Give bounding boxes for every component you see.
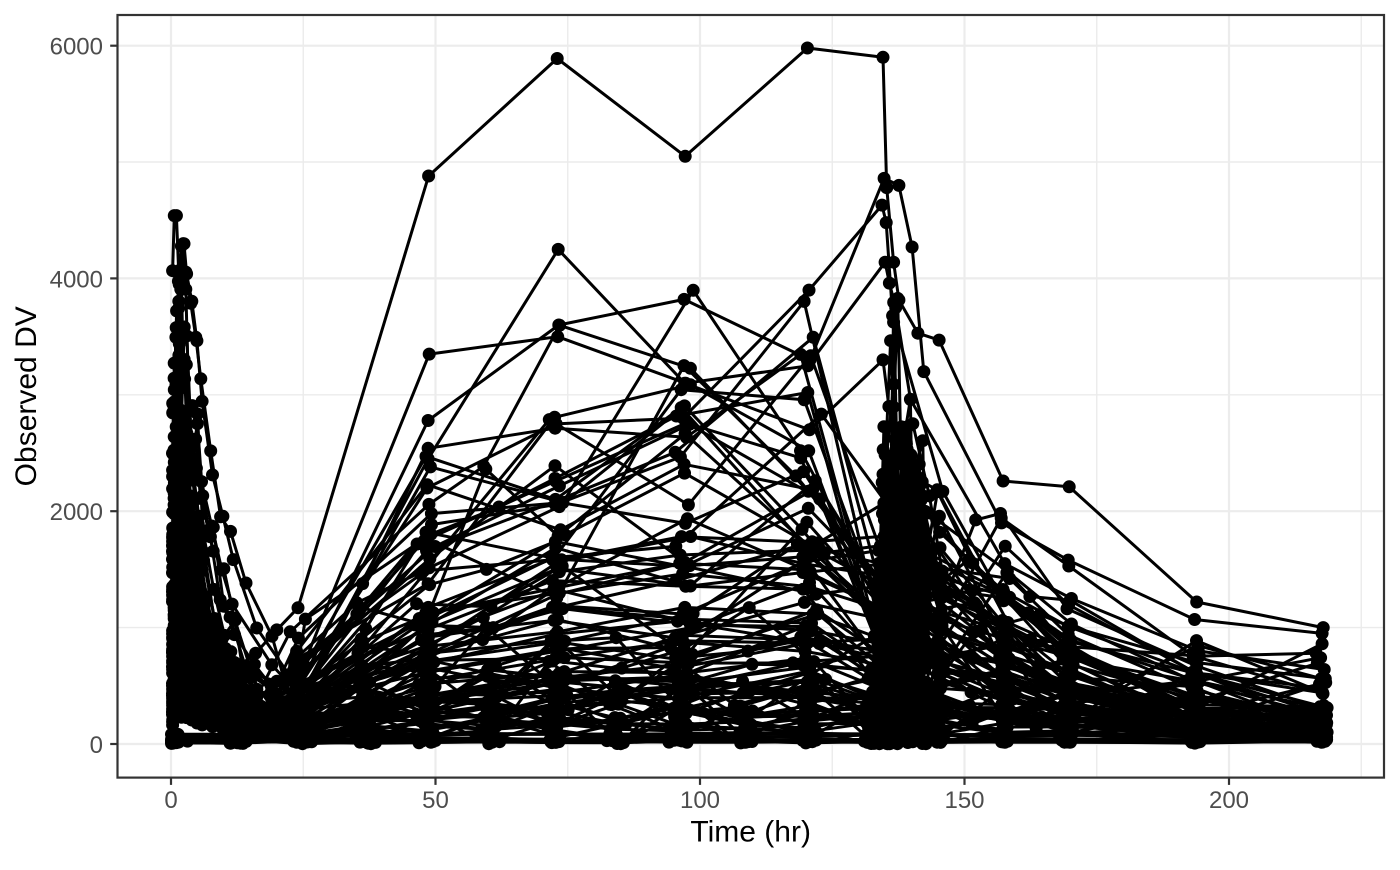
svg-text:4000: 4000 (50, 266, 103, 293)
svg-text:2000: 2000 (50, 499, 103, 526)
svg-text:150: 150 (944, 787, 984, 814)
svg-text:Observed DV: Observed DV (10, 306, 43, 486)
svg-text:0: 0 (90, 732, 103, 759)
svg-text:0: 0 (164, 787, 177, 814)
svg-text:100: 100 (680, 787, 720, 814)
svg-text:200: 200 (1209, 787, 1249, 814)
svg-text:Time (hr): Time (hr) (690, 815, 811, 848)
svg-text:50: 50 (422, 787, 449, 814)
svg-text:6000: 6000 (50, 34, 103, 61)
